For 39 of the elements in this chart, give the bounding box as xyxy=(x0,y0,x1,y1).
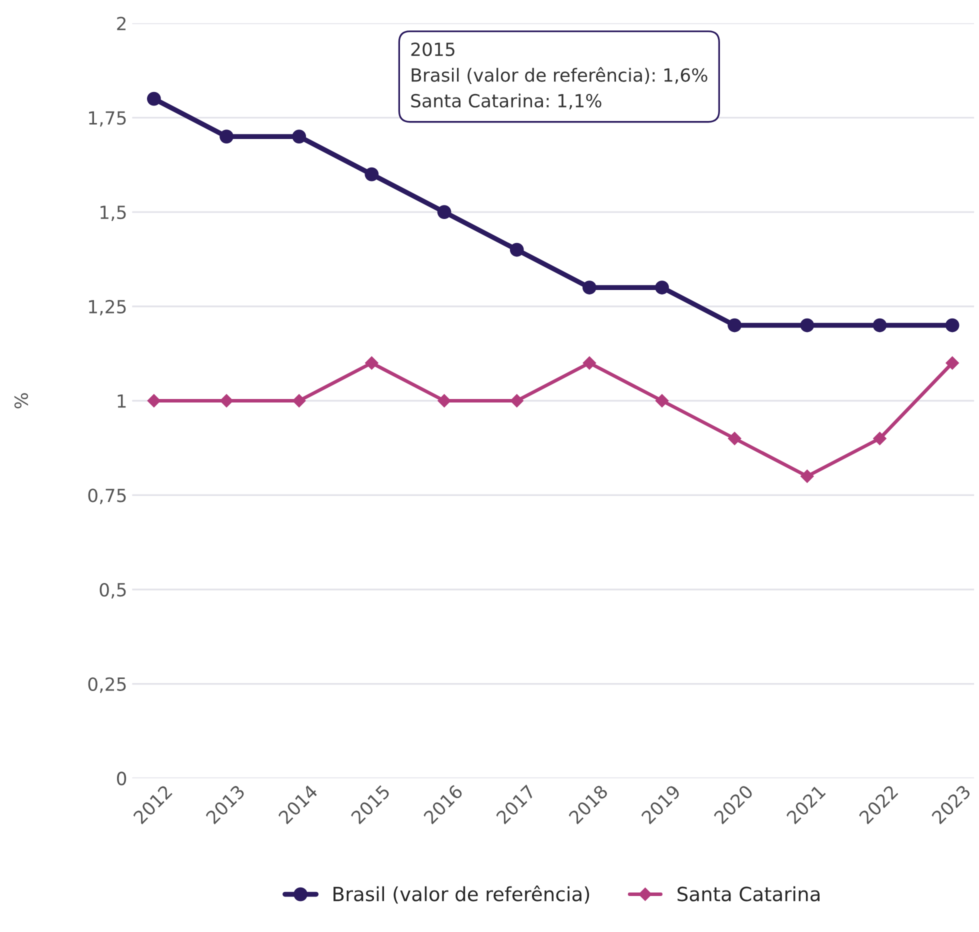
point xyxy=(872,432,887,446)
point xyxy=(655,394,669,408)
point xyxy=(582,280,596,294)
y-tick-label: 0,75 xyxy=(88,488,126,504)
y-tick-label: 0,5 xyxy=(100,582,126,598)
point xyxy=(220,394,234,408)
point xyxy=(292,394,306,408)
y-tick-label: 1,25 xyxy=(89,300,126,316)
y-tick-label: 2 xyxy=(117,16,126,30)
point xyxy=(437,205,452,219)
y-tick-label: 1,5 xyxy=(100,206,126,221)
point xyxy=(292,130,306,144)
point xyxy=(364,167,379,182)
point xyxy=(728,318,742,332)
point xyxy=(582,356,596,370)
y-axis-title: % xyxy=(14,393,28,408)
point xyxy=(945,356,960,370)
annotation: Santa Catarina: 1,1% xyxy=(411,94,602,110)
legend-label: Brasil (valor de referência) xyxy=(334,886,590,904)
y-tick-label: 1 xyxy=(118,394,126,408)
point xyxy=(945,318,960,332)
point xyxy=(800,469,814,484)
point xyxy=(510,394,524,408)
y-tick-label: 0 xyxy=(117,772,126,786)
point xyxy=(872,318,887,332)
annotation: 2015 xyxy=(411,42,454,56)
point xyxy=(220,130,234,144)
point xyxy=(655,280,669,294)
point xyxy=(510,242,524,257)
annotation: Brasil (valor de referência): 1,6% xyxy=(412,67,708,84)
point xyxy=(800,318,814,332)
y-tick-label: 0,25 xyxy=(88,677,126,693)
point xyxy=(146,92,161,106)
y-tick-label: 1,75 xyxy=(89,111,126,127)
point xyxy=(147,394,161,408)
point xyxy=(437,394,452,408)
point xyxy=(364,356,379,370)
point xyxy=(728,432,742,446)
legend-label: Santa Catarina xyxy=(678,886,820,902)
